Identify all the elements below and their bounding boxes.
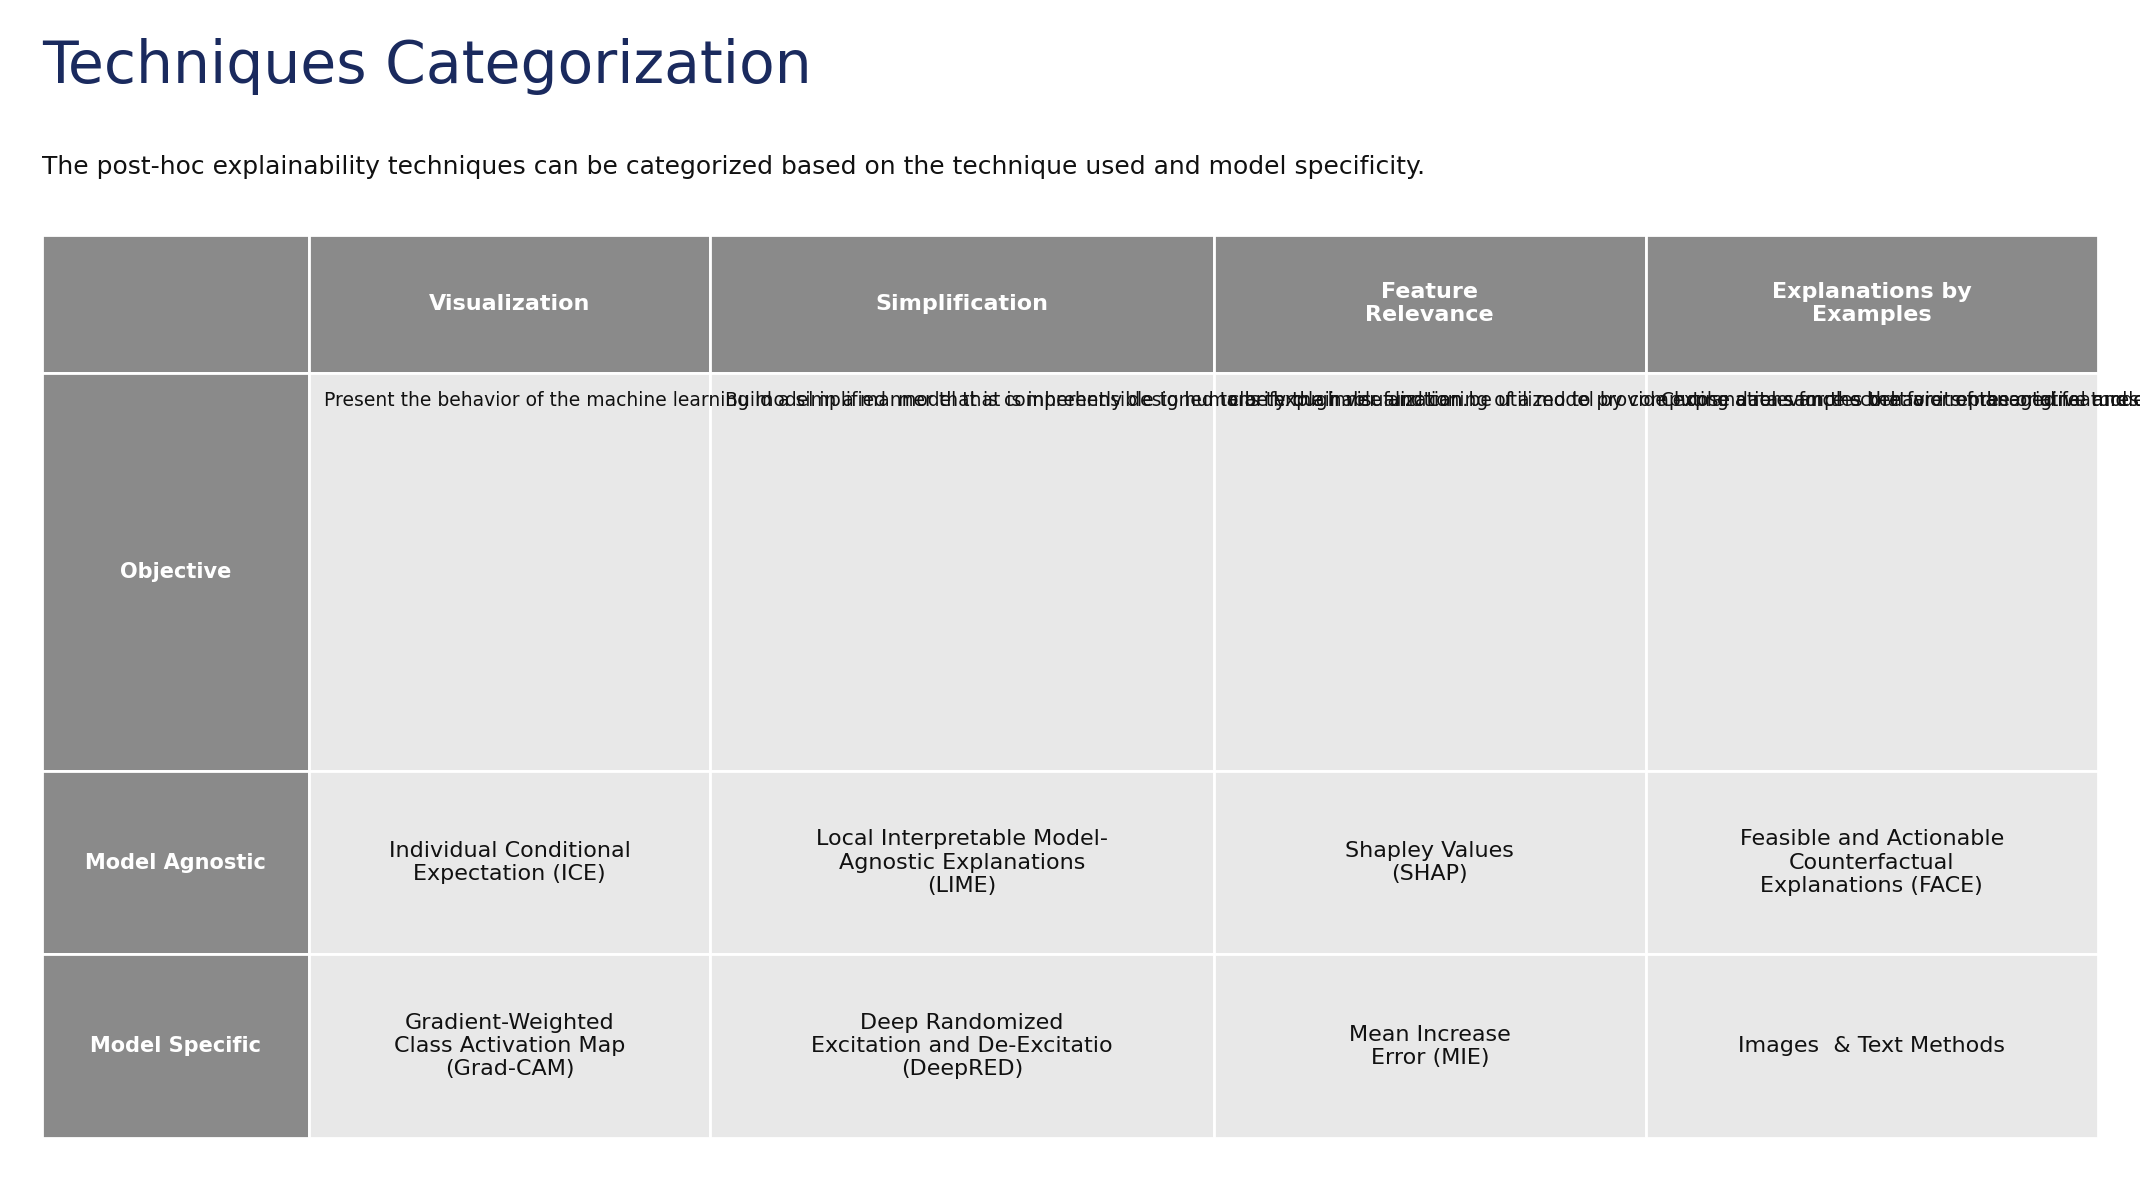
- Bar: [310, 955, 710, 1138]
- Bar: [710, 955, 1213, 1138]
- Text: The post-hoc explainability techniques can be categorized based on the technique: The post-hoc explainability techniques c…: [43, 155, 1425, 179]
- Text: Present the behavior of the machine learning model in a manner that is comprehen: Present the behavior of the machine lear…: [325, 391, 1468, 409]
- Bar: [43, 373, 310, 771]
- Bar: [1213, 235, 1646, 373]
- Bar: [1646, 373, 2097, 771]
- Bar: [1646, 771, 2097, 955]
- Text: Local Interpretable Model-
Agnostic Explanations
(LIME): Local Interpretable Model- Agnostic Expl…: [815, 830, 1109, 896]
- Text: Build a simplified  model that is inherently designed to be explainable and can : Build a simplified model that is inheren…: [725, 391, 2140, 409]
- Text: Mean Increase
Error (MIE): Mean Increase Error (MIE): [1348, 1024, 1511, 1068]
- Text: Gradient-Weighted
Class Activation Map
(Grad-CAM): Gradient-Weighted Class Activation Map (…: [394, 1012, 625, 1080]
- Bar: [310, 771, 710, 955]
- Bar: [310, 373, 710, 771]
- Bar: [1646, 235, 2097, 373]
- Bar: [43, 235, 310, 373]
- Bar: [1213, 771, 1646, 955]
- Text: Individual Conditional
Expectation (ICE): Individual Conditional Expectation (ICE): [389, 841, 631, 884]
- Bar: [1646, 955, 2097, 1138]
- Text: Shapley Values
(SHAP): Shapley Values (SHAP): [1346, 841, 1515, 884]
- Text: Techniques Categorization: Techniques Categorization: [43, 38, 811, 96]
- Bar: [1213, 955, 1646, 1138]
- Text: clarify the inner functioning of a model by computing a relevance score for its : clarify the inner functioning of a model…: [1228, 391, 2140, 409]
- Bar: [710, 771, 1213, 955]
- Text: Objective: Objective: [120, 562, 231, 582]
- Bar: [710, 373, 1213, 771]
- Text: Feasible and Actionable
Counterfactual
Explanations (FACE): Feasible and Actionable Counterfactual E…: [1740, 830, 2003, 896]
- Text: Choose data samples that are representative and can provide an explanation for t: Choose data samples that are representat…: [1661, 391, 2140, 409]
- Text: Feature
Relevance: Feature Relevance: [1365, 282, 1494, 326]
- Text: Simplification: Simplification: [875, 294, 1049, 314]
- Text: Images  & Text Methods: Images & Text Methods: [1738, 1036, 2005, 1056]
- Text: Model Agnostic: Model Agnostic: [86, 852, 265, 872]
- Text: Deep Randomized
Excitation and De-Excitatio
(DeepRED): Deep Randomized Excitation and De-Excita…: [811, 1012, 1113, 1080]
- Bar: [43, 955, 310, 1138]
- Text: Explanations by
Examples: Explanations by Examples: [1772, 282, 1971, 326]
- Bar: [43, 771, 310, 955]
- Bar: [310, 235, 710, 373]
- Bar: [710, 235, 1213, 373]
- Text: Visualization: Visualization: [428, 294, 591, 314]
- Text: Model Specific: Model Specific: [90, 1036, 261, 1056]
- Bar: [1213, 373, 1646, 771]
